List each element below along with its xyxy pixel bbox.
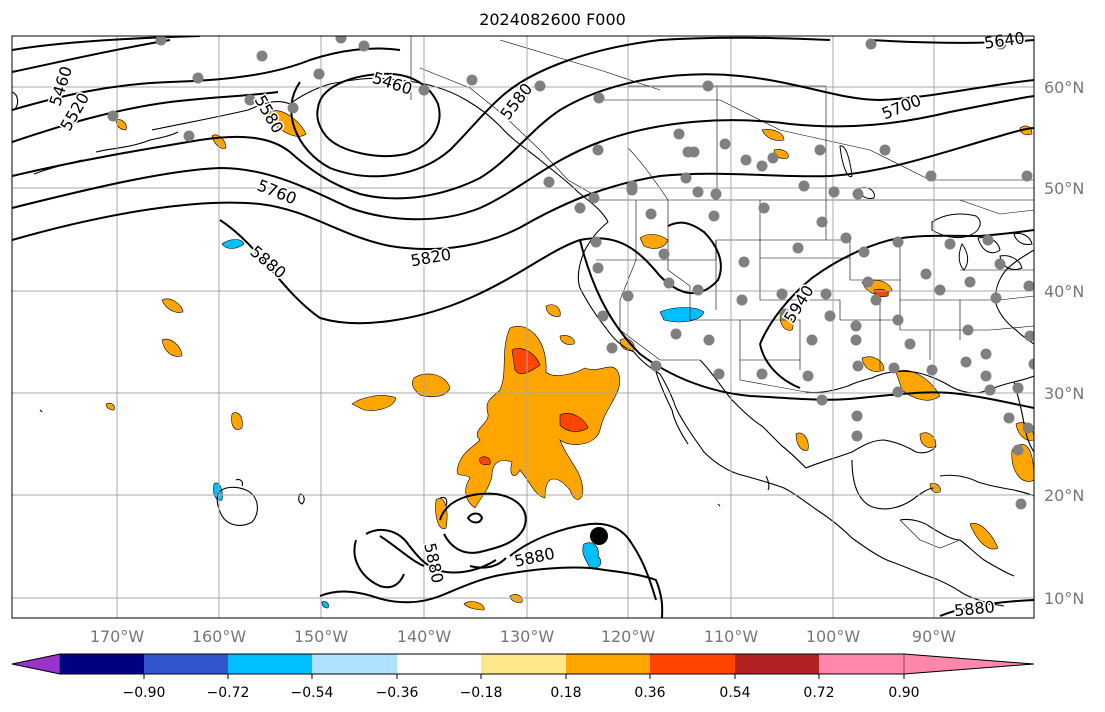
colorbar-tick-label: −0.54: [291, 685, 334, 701]
colorbar-min-extension: [11, 653, 61, 675]
colorbar-tick-label: 0.54: [719, 685, 750, 701]
colorbar-tick-label: −0.72: [207, 685, 250, 701]
colorbar-segment: [312, 654, 397, 674]
lat-lon-grid: [12, 36, 1034, 618]
lat-label: 20°N: [1044, 486, 1084, 505]
positive-field-areas: [105, 110, 1034, 611]
colorbar-segment: [60, 654, 144, 674]
lat-label: 50°N: [1044, 179, 1084, 198]
latitude-labels: 60°N 50°N 40°N 30°N 20°N 10°N: [1044, 78, 1084, 608]
lat-label: 30°N: [1044, 384, 1084, 403]
colorbar-tick-label: 0.36: [634, 685, 665, 701]
lon-label: 90°W: [912, 627, 956, 646]
colorbar-segment: [650, 654, 735, 674]
political-boundaries: [410, 36, 1034, 549]
colorbar-segment: [228, 654, 312, 674]
lon-label: 120°W: [601, 627, 656, 646]
colorbar-tick-label: 0.90: [888, 685, 919, 701]
map-frame: [11, 35, 1035, 619]
lon-label: 110°W: [704, 627, 759, 646]
contour-label-5460-low: 5460: [370, 68, 415, 99]
colorbar: −0.90 −0.72 −0.54 −0.36 −0.18 0.18 0.36 …: [11, 653, 1035, 701]
colorbar-segment: [481, 654, 566, 674]
contour-labels: 5460 5520 5580 5460 5580 5640 5700 5760 …: [44, 27, 1027, 622]
contour-label-5880-east: 5880: [513, 544, 557, 571]
colorbar-segment: [819, 654, 904, 674]
colorbar-tick-label: −0.90: [123, 685, 166, 701]
colorbar-segment: [144, 654, 228, 674]
lat-label: 60°N: [1044, 78, 1084, 97]
lat-label: 10°N: [1044, 589, 1084, 608]
lon-label: 130°W: [500, 627, 555, 646]
colorbar-max-extension: [903, 653, 1035, 675]
colorbar-tick-labels: −0.90 −0.72 −0.54 −0.36 −0.18 0.18 0.36 …: [123, 685, 920, 701]
colorbar-tick-label: −0.18: [460, 685, 503, 701]
colorbar-segment: [397, 654, 481, 674]
colorbar-outline: [11, 653, 1035, 675]
contour-label-5640: 5640: [983, 28, 1026, 52]
longitude-labels: 170°W 160°W 150°W 140°W 130°W 120°W 110°…: [90, 627, 956, 646]
lon-label: 100°W: [806, 627, 861, 646]
colorbar-segment: [735, 654, 819, 674]
contour-label-5580-east: 5580: [496, 80, 536, 124]
contour-label-5880-pacific: 5880: [246, 242, 289, 283]
map-title: 2024082600 F000: [479, 10, 626, 29]
contour-label-5880-corner: 5880: [953, 597, 995, 620]
lon-label: 140°W: [397, 627, 452, 646]
colorbar-tick-label: 0.72: [803, 685, 834, 701]
lat-label: 40°N: [1044, 282, 1084, 301]
station-markers: [107, 36, 1034, 510]
lon-label: 150°W: [294, 627, 349, 646]
lon-label: 170°W: [90, 627, 145, 646]
colorbar-tick-label: 0.18: [550, 685, 581, 701]
negative-field-areas: [213, 239, 705, 609]
colorbar-tick-label: −0.36: [376, 685, 419, 701]
lon-label: 160°W: [192, 627, 247, 646]
colorbar-segment: [566, 654, 650, 674]
storm-center-marker: [590, 527, 608, 545]
colorbar-ticks: [143, 674, 905, 679]
